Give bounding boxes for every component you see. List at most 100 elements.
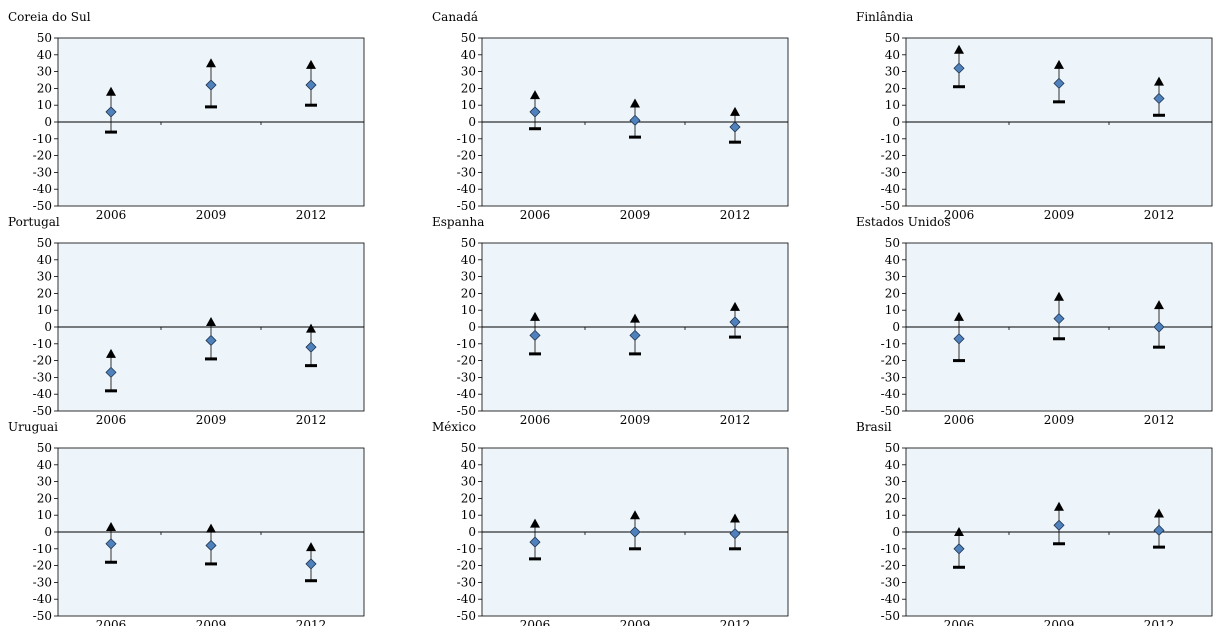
y-tick-label: 10 bbox=[37, 508, 52, 522]
chart-panel: Espanha 50 40 30 20 10 0 -10 -20 -30 -40 -50 2006 200… bbox=[432, 215, 832, 427]
lower-bound-marker bbox=[953, 359, 965, 363]
lower-bound-marker bbox=[953, 565, 965, 569]
upper-bound-marker bbox=[1054, 291, 1064, 301]
chart-title: Uruguai bbox=[8, 420, 58, 434]
x-tick-label: 2006 bbox=[520, 618, 551, 626]
y-tick-label: -20 bbox=[881, 354, 900, 368]
y-tick-label: 30 bbox=[461, 270, 476, 284]
y-tick-label: -20 bbox=[33, 559, 52, 573]
lower-bound-marker bbox=[305, 103, 317, 107]
y-tick-label: 0 bbox=[44, 320, 52, 334]
y-tick-label: -50 bbox=[457, 609, 476, 623]
upper-bound-marker bbox=[630, 313, 640, 323]
y-tick-label: 50 bbox=[461, 441, 476, 455]
x-tick-label: 2009 bbox=[620, 413, 651, 427]
chart-svg: 50 40 30 20 10 0 -10 -20 -30 -40 -50 2006 2009 2012 bbox=[33, 236, 365, 427]
y-tick-label: 50 bbox=[885, 31, 900, 45]
y-tick-label: -20 bbox=[457, 149, 476, 163]
lower-bound-marker bbox=[105, 389, 117, 393]
y-tick-label: 10 bbox=[885, 98, 900, 112]
y-tick-label: -40 bbox=[881, 592, 900, 606]
y-tick-label: -40 bbox=[457, 592, 476, 606]
upper-bound-marker bbox=[954, 527, 964, 536]
lower-bound-marker bbox=[205, 562, 217, 566]
lower-bound-marker bbox=[529, 352, 541, 356]
upper-bound-marker bbox=[306, 323, 316, 333]
upper-bound-marker bbox=[1154, 300, 1164, 310]
chart-panel: Coreia do Sul 50 40 30 20 10 0 -10 -20 -30 -40 -50 2… bbox=[8, 10, 408, 222]
y-tick-label: 20 bbox=[885, 491, 900, 505]
y-tick-label: -20 bbox=[881, 149, 900, 163]
y-tick-label: 0 bbox=[468, 525, 476, 539]
y-tick-label: 40 bbox=[885, 458, 900, 472]
data-point bbox=[729, 528, 741, 540]
data-point bbox=[1153, 524, 1165, 536]
lower-bound-marker bbox=[629, 135, 641, 139]
y-tick-label: -10 bbox=[457, 132, 476, 146]
y-tick-label: -30 bbox=[457, 575, 476, 589]
x-tick-label: 2012 bbox=[296, 618, 327, 626]
x-tick-label: 2012 bbox=[720, 618, 751, 626]
x-tick-label: 2006 bbox=[96, 618, 127, 626]
y-tick-label: 0 bbox=[468, 320, 476, 334]
x-tick-label: 2006 bbox=[944, 208, 975, 222]
y-tick-label: 30 bbox=[461, 475, 476, 489]
chart-panel: México 50 40 30 20 10 0 -10 -20 -30 -40 -50 2006 2009… bbox=[432, 420, 832, 626]
y-tick-label: -20 bbox=[33, 149, 52, 163]
y-tick-label: 20 bbox=[885, 81, 900, 95]
data-point bbox=[953, 62, 965, 74]
y-tick-label: -30 bbox=[33, 370, 52, 384]
x-tick-label: 2009 bbox=[196, 618, 227, 626]
y-tick-label: -50 bbox=[33, 609, 52, 623]
y-tick-label: 30 bbox=[37, 475, 52, 489]
y-tick-label: 10 bbox=[37, 303, 52, 317]
y-tick-label: 10 bbox=[461, 508, 476, 522]
y-tick-label: 50 bbox=[461, 31, 476, 45]
chart-title: Portugal bbox=[8, 215, 60, 229]
x-tick-label: 2012 bbox=[1144, 618, 1175, 626]
upper-bound-marker bbox=[1154, 508, 1164, 518]
chart-panel: Canadá 50 40 30 20 10 0 -10 -20 -30 -40 -50 2006 2009… bbox=[432, 10, 832, 222]
y-tick-label: 40 bbox=[461, 48, 476, 62]
chart-panel: Portugal 50 40 30 20 10 0 -10 -20 -30 -40 -50 2006 20… bbox=[8, 215, 408, 427]
upper-bound-marker bbox=[306, 59, 316, 69]
y-tick-label: 50 bbox=[37, 236, 52, 250]
data-point bbox=[629, 114, 641, 126]
y-tick-label: -40 bbox=[457, 387, 476, 401]
y-tick-label: 0 bbox=[892, 320, 900, 334]
y-tick-label: 20 bbox=[37, 491, 52, 505]
chart-svg: 50 40 30 20 10 0 -10 -20 -30 -40 -50 2006 2009 2012 bbox=[881, 236, 1213, 427]
data-point bbox=[529, 106, 541, 118]
y-tick-label: -10 bbox=[881, 542, 900, 556]
y-tick-label: -30 bbox=[33, 165, 52, 179]
y-tick-label: 50 bbox=[37, 441, 52, 455]
lower-bound-marker bbox=[629, 352, 641, 356]
upper-bound-marker bbox=[530, 518, 540, 528]
y-tick-label: 50 bbox=[885, 441, 900, 455]
chart-svg: 50 40 30 20 10 0 -10 -20 -30 -40 -50 2006 2009 2012 bbox=[881, 31, 1213, 222]
y-tick-label: -10 bbox=[881, 132, 900, 146]
y-tick-label: 30 bbox=[37, 65, 52, 79]
y-tick-label: 30 bbox=[885, 475, 900, 489]
data-point bbox=[205, 334, 217, 347]
lower-bound-marker bbox=[1053, 337, 1065, 341]
y-tick-label: -40 bbox=[33, 592, 52, 606]
y-tick-label: 30 bbox=[885, 270, 900, 284]
y-tick-label: -40 bbox=[33, 387, 52, 401]
upper-bound-marker bbox=[106, 348, 116, 358]
y-tick-label: -50 bbox=[33, 199, 52, 213]
data-point bbox=[105, 366, 117, 378]
y-tick-label: 10 bbox=[37, 98, 52, 112]
y-tick-label: 20 bbox=[37, 81, 52, 95]
y-tick-label: -30 bbox=[881, 575, 900, 589]
lower-bound-marker bbox=[205, 105, 217, 109]
y-tick-label: -20 bbox=[881, 559, 900, 573]
lower-bound-marker bbox=[1053, 542, 1065, 546]
upper-bound-marker bbox=[730, 513, 740, 523]
chart-title: Finlândia bbox=[856, 10, 914, 24]
chart-svg: 50 40 30 20 10 0 -10 -20 -30 -40 -50 2006 2009 2012 bbox=[33, 31, 365, 222]
y-tick-label: -20 bbox=[457, 559, 476, 573]
y-tick-label: -30 bbox=[881, 370, 900, 384]
lower-bound-marker bbox=[205, 357, 217, 361]
